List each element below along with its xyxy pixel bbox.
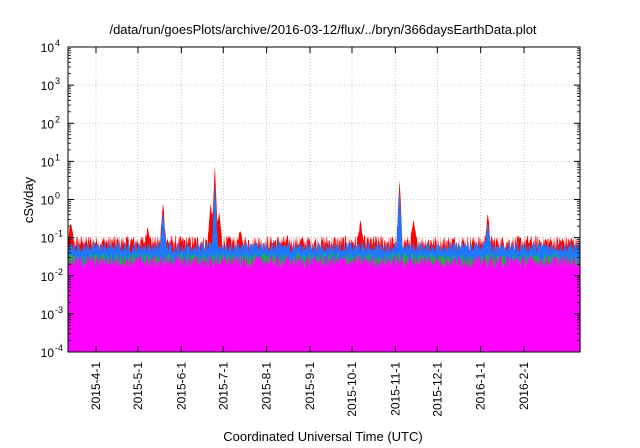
y-tick-label: 10 [41,346,55,360]
y-tick-label-exponent: -1 [55,229,63,239]
y-tick-label-exponent: -4 [55,343,63,353]
y-tick-label-exponent: 3 [55,76,60,86]
y-tick-label: 10 [41,232,55,246]
y-tick-label: 10 [41,155,55,169]
y-tick-label: 10 [41,79,55,93]
y-tick-label-exponent: 2 [55,114,60,124]
x-tick-label: 2015-9-1 [303,362,317,410]
y-tick-label-exponent: 4 [55,38,60,48]
chart-title: /data/run/goesPlots/archive/2016-03-12/f… [109,22,536,37]
x-tick-label: 2016-1-1 [474,362,488,410]
y-tick-label: 10 [41,308,55,322]
x-tick-label: 2015-10-1 [345,362,359,417]
x-tick-label: 2015-8-1 [260,362,274,410]
y-tick-label-exponent: -2 [55,267,63,277]
y-tick-label: 10 [41,194,55,208]
series-area [68,255,580,352]
y-tick-label-exponent: -3 [55,305,63,315]
x-tick-label: 2015-11-1 [388,362,402,416]
y-tick-label: 10 [41,270,55,284]
x-tick-label: 2015-4-1 [89,362,103,410]
y-tick-label: 10 [41,117,55,131]
x-tick-label: 2015-6-1 [174,362,188,410]
plot-area [67,166,581,352]
y-tick-label: 10 [41,41,55,55]
y-axis-label: cSv/day [21,176,36,223]
x-tick-label: 2015-7-1 [216,362,230,410]
x-axis: 2015-4-1 2015-5-1 2015-6-1 2015-7-1 2015-8-1… [89,47,531,417]
x-tick-label: 2015-12-1 [430,362,444,417]
y-tick-label-exponent: 1 [55,152,60,162]
y-tick-label-exponent: 0 [55,191,60,201]
x-tick-label: 2016-2-1 [517,362,531,410]
x-axis-label: Coordinated Universal Time (UTC) [223,429,422,444]
x-tick-label: 2015-5-1 [131,362,145,410]
